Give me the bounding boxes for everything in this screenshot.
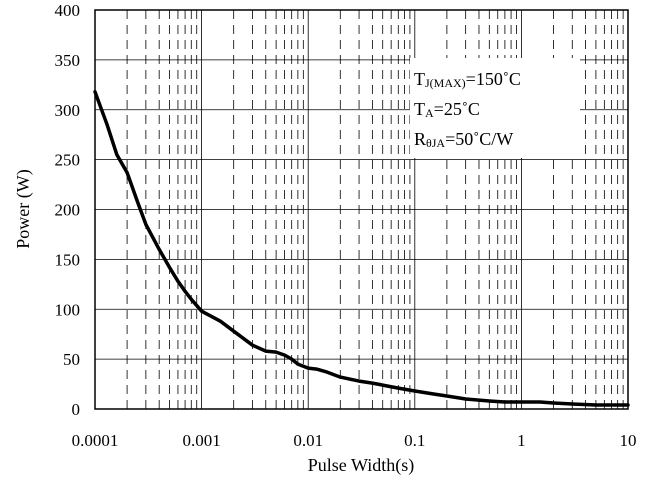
plot-frame xyxy=(94,9,629,410)
x-tick-label: 10 xyxy=(620,431,637,450)
annotation-line: RθJA=50˚C/W xyxy=(414,129,513,150)
y-tick-label: 100 xyxy=(55,300,81,319)
x-tick-label: 0.0001 xyxy=(72,431,119,450)
x-axis-label: Pulse Width(s) xyxy=(308,455,414,476)
series-line xyxy=(93,90,630,407)
annotation-line: TJ(MAX)=150˚C xyxy=(414,69,521,90)
y-axis-label: Power (W) xyxy=(13,169,34,248)
y-tick-labels: 0 50 100 150 200 250 300 350 400 xyxy=(55,1,81,419)
x-tick-label: 0.01 xyxy=(293,431,323,450)
annotation-box xyxy=(410,58,580,158)
x-tick-label: 1 xyxy=(517,431,526,450)
x-tick-label: 0.1 xyxy=(404,431,425,450)
annotation-line: TA=25˚C xyxy=(414,99,480,120)
x-tick-labels: 0.0001 0.001 0.01 0.1 1 10 xyxy=(72,431,637,450)
series-group xyxy=(93,90,630,407)
y-tick-label: 250 xyxy=(55,151,81,170)
annotation-text: TJ(MAX)=150˚C TA=25˚C RθJA=50˚C/W xyxy=(414,69,521,150)
y-tick-label: 350 xyxy=(55,51,81,70)
y-tick-label: 0 xyxy=(72,400,81,419)
y-tick-label: 400 xyxy=(55,1,81,20)
y-tick-label: 300 xyxy=(55,101,81,120)
x-tick-label: 0.001 xyxy=(182,431,220,450)
y-tick-label: 200 xyxy=(55,201,81,220)
y-tick-label: 50 xyxy=(63,350,80,369)
grid-lines xyxy=(95,10,628,409)
y-tick-label: 150 xyxy=(55,250,81,269)
